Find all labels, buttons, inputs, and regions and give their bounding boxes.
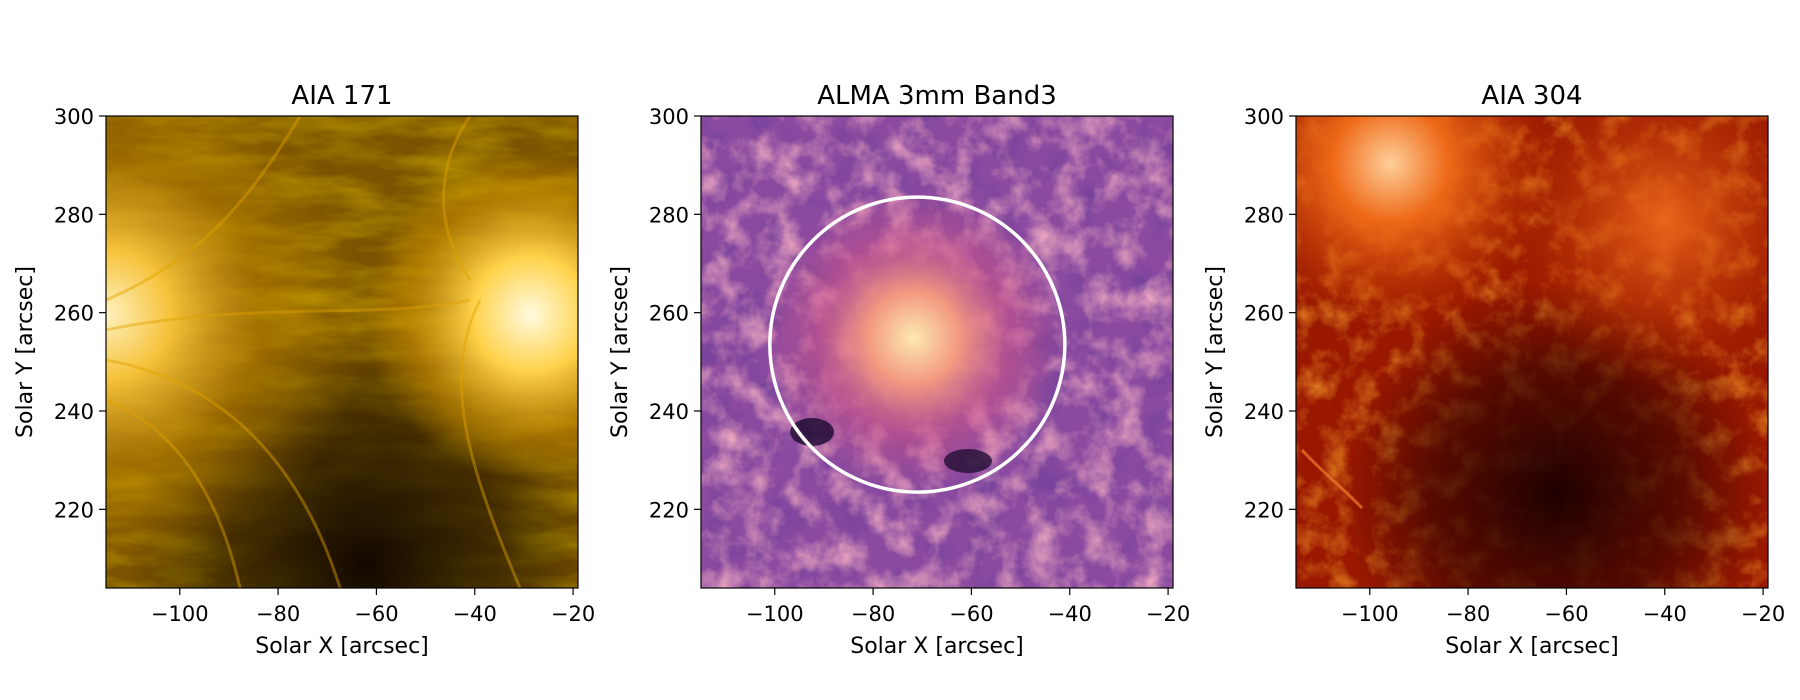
axes-frame: [700, 115, 1174, 589]
x-tick-label: −40: [1643, 602, 1687, 626]
x-tick-label: −20: [551, 602, 595, 626]
image-aia304: [1296, 116, 1768, 588]
y-tick-label: 280: [1244, 203, 1284, 227]
x-tick-label: −100: [151, 602, 209, 626]
x-axis-label: Solar X [arcsec]: [1445, 634, 1619, 659]
image-alma: [701, 116, 1173, 588]
chart-title: ALMA 3mm Band3: [817, 81, 1057, 111]
y-tick-label: 220: [1244, 498, 1284, 522]
dark-patch: [790, 418, 834, 446]
chart-title: AIA 304: [1481, 81, 1582, 111]
axes: AIA 304 −100 −80 −60 −40 −20 220 240 260 280 300 So…: [1203, 81, 1785, 659]
x-tick-label: −100: [746, 602, 804, 626]
x-tick-label: −20: [1146, 602, 1190, 626]
region-circle: [768, 195, 1067, 494]
y-tick-label: 240: [649, 400, 689, 424]
bright-streak: [1300, 448, 1364, 510]
axes-frame: [1295, 115, 1769, 589]
axes-frame: [105, 115, 579, 589]
y-tick-label: 280: [54, 203, 94, 227]
y-tick-label: 300: [649, 105, 689, 129]
y-tick-label: 260: [649, 302, 689, 326]
y-tick-label: 280: [649, 203, 689, 227]
axes: ALMA 3mm Band3 −100 −80 −60 −40 −20 220 240 260 2…: [608, 81, 1190, 659]
y-tick-label: 220: [649, 498, 689, 522]
x-tick-label: −60: [949, 602, 993, 626]
y-tick-label: 240: [54, 400, 94, 424]
image-aia171: [106, 116, 578, 588]
y-tick-label: 260: [54, 302, 94, 326]
x-axis-label: Solar X [arcsec]: [850, 634, 1024, 659]
y-axis-label: Solar Y [arcsec]: [1203, 266, 1228, 438]
x-tick-label: −40: [453, 602, 497, 626]
x-tick-label: −100: [1341, 602, 1399, 626]
dark-patch: [944, 449, 992, 473]
y-tick-label: 300: [54, 105, 94, 129]
x-tick-label: −60: [1544, 602, 1588, 626]
chart-title: AIA 171: [291, 81, 392, 111]
y-tick-label: 260: [1244, 302, 1284, 326]
panel-aia304: [1296, 116, 1768, 588]
panel-alma: [701, 116, 1173, 588]
x-tick-label: −80: [256, 602, 300, 626]
y-axis-label: Solar Y [arcsec]: [608, 266, 633, 438]
x-tick-label: −80: [851, 602, 895, 626]
x-tick-label: −20: [1741, 602, 1785, 626]
coronal-loops: [106, 116, 522, 588]
y-axis-label: Solar Y [arcsec]: [13, 266, 38, 438]
x-tick-label: −40: [1048, 602, 1092, 626]
panel-aia171: [106, 116, 578, 588]
y-tick-label: 240: [1244, 400, 1284, 424]
axes-layer: AIA 171 −100 −80 −60 −40 −20 220 240 260 280 300 So…: [13, 81, 1785, 659]
x-tick-label: −80: [1446, 602, 1490, 626]
y-tick-label: 300: [1244, 105, 1284, 129]
x-tick-label: −60: [354, 602, 398, 626]
y-tick-label: 220: [54, 498, 94, 522]
axes: AIA 171 −100 −80 −60 −40 −20 220 240 260 280 300 So…: [13, 81, 595, 659]
x-axis-label: Solar X [arcsec]: [255, 634, 429, 659]
